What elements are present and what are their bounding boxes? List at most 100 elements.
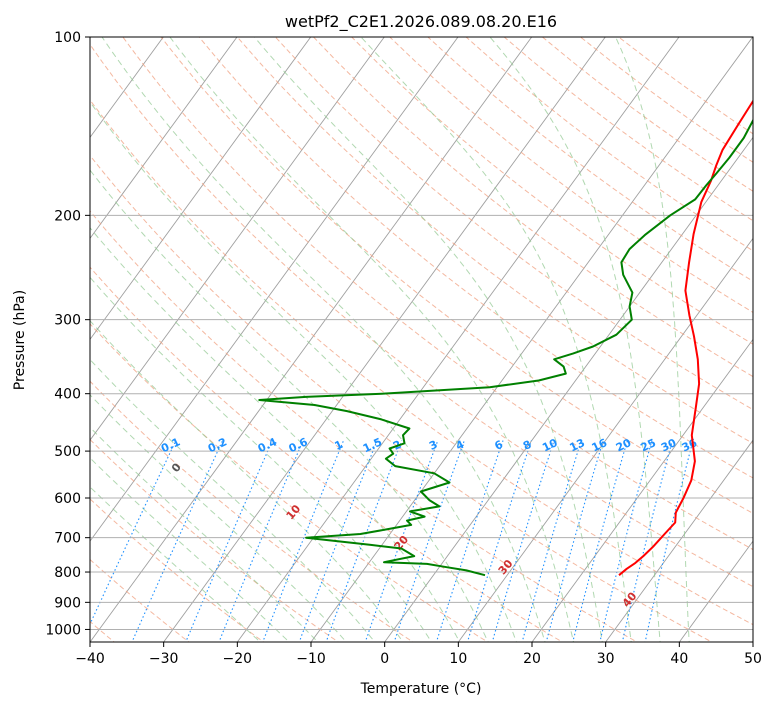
isotherm-line <box>384 136 753 642</box>
moist-adiabat-line <box>90 101 518 642</box>
y-tick-label: 800 <box>54 565 81 581</box>
isotherm-line <box>605 439 753 642</box>
y-axis-label: Pressure (hPa) <box>12 290 28 390</box>
y-tick-label: 900 <box>54 595 81 611</box>
mixing-ratio-line <box>491 440 555 642</box>
moist-adiabat-line <box>101 37 546 642</box>
moist-adiabat-line <box>489 37 661 642</box>
x-tick-label: −10 <box>296 651 326 667</box>
y-tick-label: 400 <box>54 387 81 403</box>
dry-adiabat-line <box>198 37 753 479</box>
y-tick-label: 300 <box>54 313 81 329</box>
dry-adiabat-line <box>90 210 639 642</box>
mixing-ratio-label: 0.6 <box>287 435 310 455</box>
moist-adiabat-line <box>254 37 603 642</box>
isotherm-line <box>90 37 312 341</box>
moist-adiabat-line <box>360 37 632 642</box>
x-tick-label: −20 <box>223 651 253 667</box>
x-tick-label: 50 <box>744 651 762 667</box>
moist-adiabat-line <box>90 486 261 642</box>
y-axis: 100 200 300 400 500 600 700 800 900 1000 <box>45 30 90 638</box>
isotherm-line <box>0 0 58 647</box>
dry-adiabat-line <box>465 37 753 252</box>
dry-adiabat-line <box>541 37 753 192</box>
dry-adiabat-line <box>351 37 753 345</box>
dry-adiabat-line <box>389 37 753 314</box>
mixing-ratio-line <box>545 440 604 642</box>
moist-adiabat-line <box>90 320 404 642</box>
x-tick-label: −40 <box>75 651 105 667</box>
chart-title: wetPf2_C2E1.2026.089.08.20.E16 <box>285 12 557 32</box>
mixing-ratio-line <box>572 440 628 642</box>
dry-adiabat-label: 30 <box>496 557 516 577</box>
isotherm-line <box>90 37 164 139</box>
dry-adiabat-line <box>617 37 753 135</box>
mixing-ratio-line <box>599 440 653 642</box>
mixing-ratio-line <box>325 440 403 642</box>
mixing-ratio-line <box>521 440 582 642</box>
mixing-ratio-label: 1.5 <box>361 435 384 455</box>
mixing-ratio-label: 6 <box>493 438 506 453</box>
dry-adiabat-line <box>160 37 753 514</box>
mixing-ratio-line <box>131 440 224 642</box>
y-tick-label: 700 <box>54 531 81 547</box>
y-tick-label: 200 <box>54 208 81 224</box>
mixing-ratio-label: 30 <box>659 436 679 454</box>
dry-adiabat-label: 20 <box>391 533 411 553</box>
sounding-profiles <box>258 99 753 577</box>
mixing-ratio-label: 20 <box>614 436 634 454</box>
x-axis-label: Temperature (°C) <box>360 681 482 697</box>
background-lines <box>0 0 753 647</box>
moist-adiabat-line <box>169 37 575 642</box>
dry-adiabat-line <box>90 266 564 642</box>
mixing-ratio-label: 10 <box>540 436 560 454</box>
mixing-ratio-line <box>644 440 694 642</box>
x-tick-label: 0 <box>380 651 389 667</box>
isotherm-line <box>90 37 238 240</box>
moist-adiabat-line <box>90 394 348 642</box>
dry-adiabat-line <box>312 37 753 378</box>
dry-adiabat-line <box>90 154 713 642</box>
moist-adiabat-line <box>615 37 690 642</box>
mixing-ratio-line <box>364 440 439 642</box>
moist-adiabat-line <box>90 276 433 642</box>
y-tick-label: 600 <box>54 491 81 507</box>
moist-adiabat-line <box>90 226 461 642</box>
dry-adiabat-line <box>90 323 489 642</box>
x-tick-label: 30 <box>597 651 615 667</box>
dry-adiabat-line <box>90 558 190 642</box>
mixing-ratio-line <box>218 440 304 642</box>
isotherm-line <box>236 37 680 642</box>
mixing-ratio-label: 16 <box>590 436 610 454</box>
dry-adiabat-line <box>122 37 753 551</box>
isotherm-line <box>531 338 753 642</box>
dry-adiabat-label: 0 <box>169 460 184 474</box>
dewpoint-profile-line <box>258 118 753 577</box>
isotherm-line <box>90 37 533 642</box>
moist-adiabat-line <box>90 169 489 642</box>
dry-adiabat-line <box>274 37 753 411</box>
moist-adiabat-line <box>90 457 290 642</box>
x-tick-label: −30 <box>149 651 179 667</box>
mixing-ratio-line <box>435 440 504 642</box>
mixing-ratio-label: 0.4 <box>256 435 279 455</box>
dry-adiabat-line <box>90 99 753 626</box>
mixing-ratio-label: 3 <box>427 438 439 453</box>
mixing-ratio-line <box>262 440 345 642</box>
mixing-ratio-label: 36 <box>680 436 700 454</box>
mixing-ratio-label: 0.1 <box>159 435 182 455</box>
dry-adiabat-line <box>503 37 753 222</box>
y-tick-label: 100 <box>54 30 81 46</box>
pressure-gridlines <box>90 37 753 630</box>
mixing-ratio-line <box>298 440 378 642</box>
isotherm-line <box>90 37 459 542</box>
x-tick-label: 20 <box>523 651 541 667</box>
isotherm-line <box>163 37 606 642</box>
mixing-ratio-line <box>185 440 273 642</box>
dry-adiabat-line <box>427 37 753 282</box>
y-tick-label: 500 <box>54 444 81 460</box>
x-tick-label: 10 <box>449 651 467 667</box>
dry-adiabat-line <box>90 380 414 642</box>
x-axis: −40 −30 −20 −10 0 10 20 30 40 50 <box>75 642 762 667</box>
